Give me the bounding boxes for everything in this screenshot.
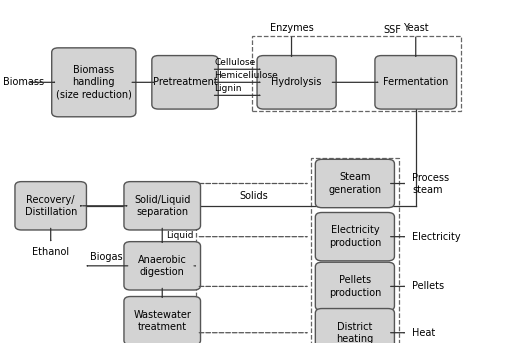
FancyBboxPatch shape bbox=[315, 309, 394, 343]
Text: Yeast: Yeast bbox=[403, 23, 428, 33]
Text: Wastewater
treatment: Wastewater treatment bbox=[133, 309, 191, 332]
Text: Lignin: Lignin bbox=[214, 84, 242, 93]
Text: District
heating: District heating bbox=[336, 321, 374, 343]
Text: Solids: Solids bbox=[239, 191, 268, 201]
Text: Cellulose: Cellulose bbox=[214, 58, 256, 67]
FancyBboxPatch shape bbox=[315, 159, 394, 208]
Text: Fermentation: Fermentation bbox=[383, 77, 448, 87]
Text: Solid/Liquid
separation: Solid/Liquid separation bbox=[134, 194, 191, 217]
FancyBboxPatch shape bbox=[15, 182, 86, 230]
Text: SSF: SSF bbox=[383, 25, 401, 35]
Text: Pellets: Pellets bbox=[412, 281, 444, 292]
Text: Enzymes: Enzymes bbox=[270, 23, 313, 33]
Text: Steam
generation: Steam generation bbox=[329, 172, 381, 195]
Text: Electricity: Electricity bbox=[412, 232, 461, 242]
Text: Biomass: Biomass bbox=[3, 77, 44, 87]
Text: Liquid: Liquid bbox=[166, 231, 194, 240]
FancyBboxPatch shape bbox=[315, 262, 394, 311]
Text: Heat: Heat bbox=[412, 328, 436, 338]
FancyBboxPatch shape bbox=[257, 56, 336, 109]
FancyBboxPatch shape bbox=[152, 56, 218, 109]
FancyBboxPatch shape bbox=[124, 296, 201, 343]
Text: Biogas: Biogas bbox=[90, 252, 123, 262]
Text: Electricity
production: Electricity production bbox=[329, 225, 381, 248]
Text: Hydrolysis: Hydrolysis bbox=[271, 77, 322, 87]
Text: Pellets
production: Pellets production bbox=[329, 275, 381, 298]
FancyBboxPatch shape bbox=[124, 241, 201, 290]
Text: Biomass
handling
(size reduction): Biomass handling (size reduction) bbox=[56, 65, 132, 100]
Text: Hemicellulose: Hemicellulose bbox=[214, 71, 278, 80]
Text: Process
steam: Process steam bbox=[412, 173, 449, 194]
Text: Anaerobic
digestion: Anaerobic digestion bbox=[138, 255, 187, 277]
Text: Recovery/
Distillation: Recovery/ Distillation bbox=[24, 194, 77, 217]
FancyBboxPatch shape bbox=[124, 182, 201, 230]
FancyBboxPatch shape bbox=[315, 212, 394, 261]
FancyBboxPatch shape bbox=[375, 56, 456, 109]
Text: Ethanol: Ethanol bbox=[32, 247, 69, 257]
Text: Pretreatment: Pretreatment bbox=[153, 77, 218, 87]
FancyBboxPatch shape bbox=[52, 48, 136, 117]
